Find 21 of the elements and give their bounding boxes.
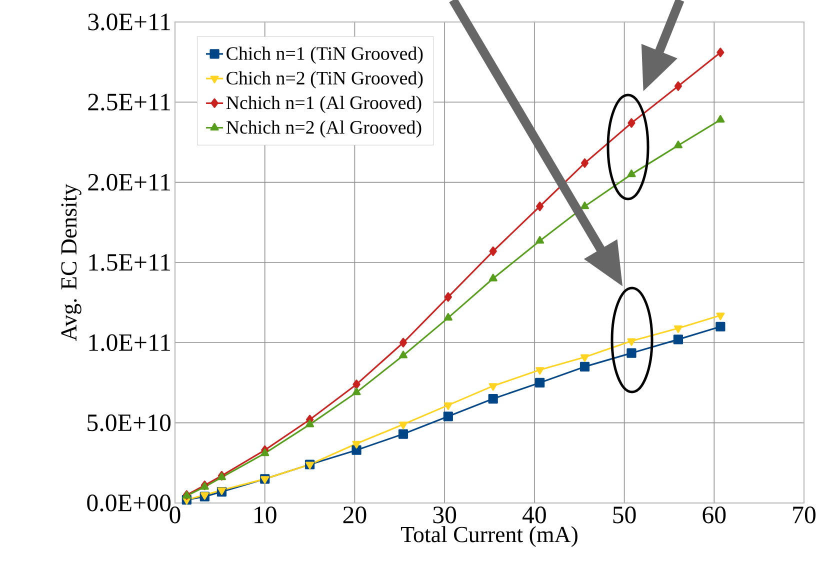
y-tick-label: 3.0E+11: [88, 14, 170, 30]
legend-label: Chich n=2 (TiN Grooved): [226, 71, 423, 88]
x-tick-label: 50: [613, 506, 636, 524]
y-tick-label: 2.0E+11: [88, 174, 170, 191]
x-tick-label: 60: [702, 506, 726, 524]
x-tick-label: 40: [522, 506, 546, 524]
x-tick-label: 30: [433, 506, 456, 524]
y-tick-label: 0.0E+00: [87, 494, 171, 512]
y-tick-label: 1.0E+11: [89, 334, 170, 352]
legend-label: Nchich n=1 (Al Grooved): [226, 96, 422, 113]
x-tick-label: 0: [170, 506, 180, 524]
y-tick-label: 5.0E+10: [88, 414, 171, 432]
x-axis-title: Total Current (mA): [401, 526, 578, 547]
legend-label: Chich n=1 (TiN Grooved): [226, 46, 423, 64]
y-tick-label: 1.5E+11: [89, 254, 170, 271]
y-axis-title: Avg. EC Density: [61, 184, 82, 341]
x-tick-label: 70: [793, 506, 816, 524]
legend-label: Nchich n=2 (Al Grooved): [226, 120, 422, 138]
x-tick-label: 10: [254, 506, 276, 524]
y-tick-label: 2.5E+11: [88, 94, 170, 111]
x-tick-label: 20: [343, 506, 366, 524]
